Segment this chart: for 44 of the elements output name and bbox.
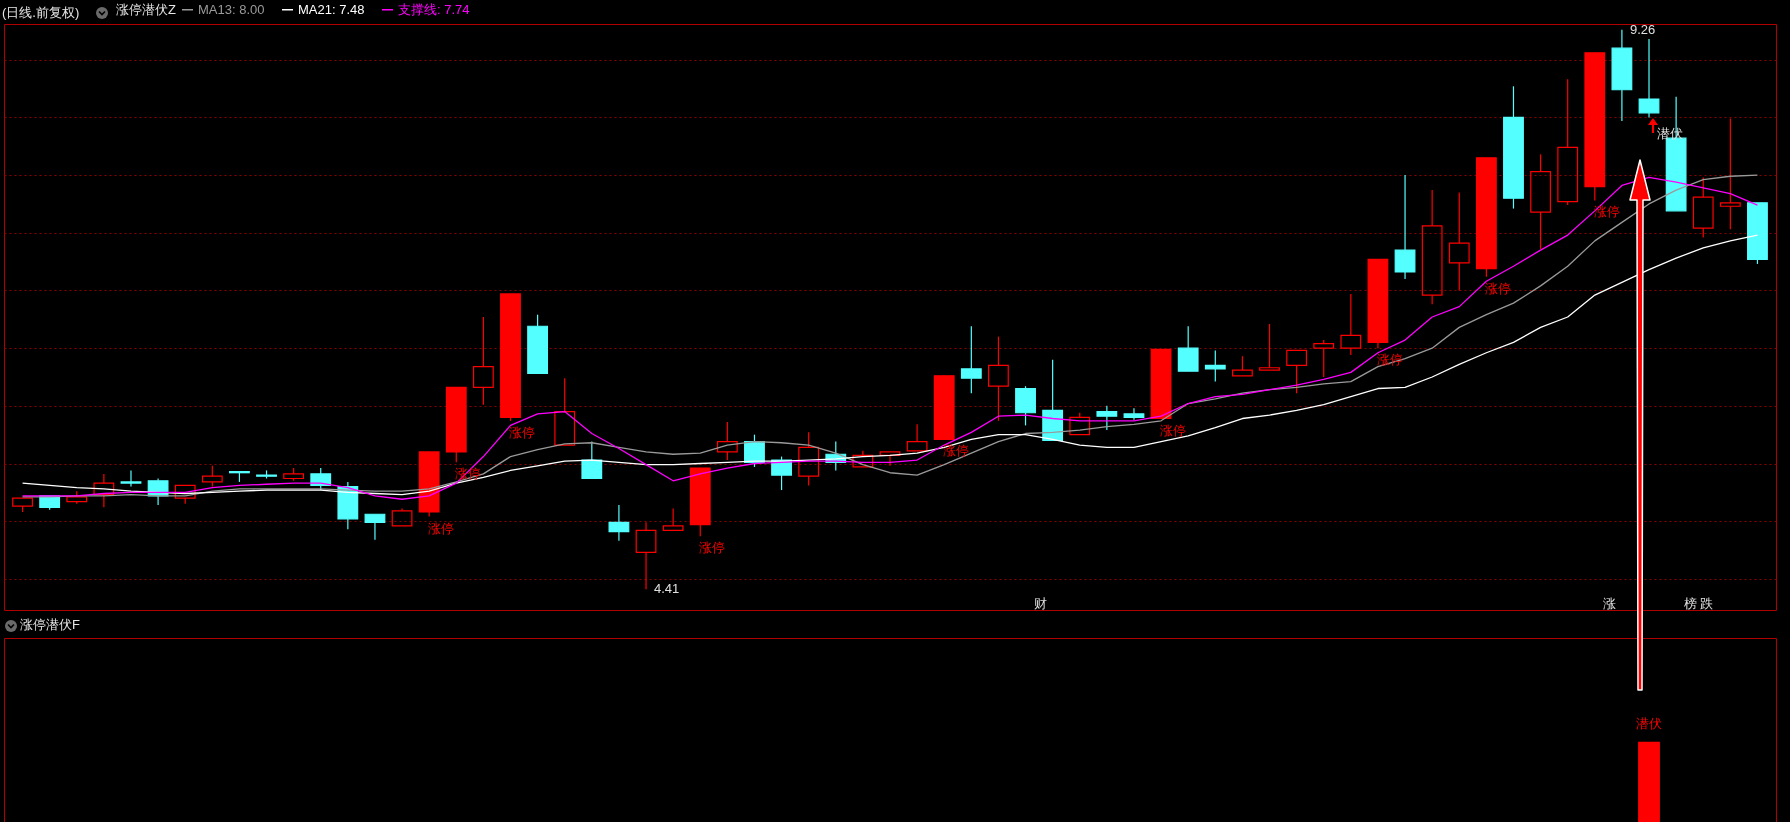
- candlestick: [1259, 323, 1280, 371]
- candlestick: [608, 504, 630, 542]
- candlestick: [933, 375, 955, 440]
- text: 涨停: [1376, 352, 1403, 368]
- annotation: 财: [1033, 596, 1047, 612]
- candlestick: [391, 507, 413, 527]
- candlestick: [93, 473, 115, 508]
- candlestick: [1123, 407, 1145, 421]
- legend-title: 涨停潜伏Z: [116, 2, 176, 17]
- text: 潜伏: [1636, 716, 1663, 732]
- candlestick: [364, 513, 386, 541]
- candlestick: [1394, 174, 1416, 280]
- candlestick: [1177, 325, 1199, 372]
- candlestick: [1638, 38, 1660, 119]
- chart-title: 涨停潜伏F: [20, 617, 80, 632]
- text: 涨停: [699, 540, 726, 556]
- annotation: 涨: [1602, 596, 1616, 612]
- candlestick: [554, 377, 576, 446]
- text: 涨停: [1485, 280, 1512, 296]
- candlestick: [906, 423, 928, 452]
- annotation: 4.41: [654, 581, 680, 597]
- text: 涨停: [943, 443, 970, 459]
- candlestick: [1367, 258, 1389, 349]
- candlestick: [1448, 191, 1470, 292]
- candlestick: [581, 440, 603, 480]
- candlestick: [1719, 117, 1741, 230]
- candlestick: [1150, 348, 1172, 420]
- legend-label: 支撑线: 7.74: [398, 1, 470, 17]
- text: 涨停: [1160, 422, 1187, 438]
- annotation: 9.26: [1629, 21, 1656, 37]
- legend-label: MA21: 7.48: [298, 1, 365, 17]
- legend-label: MA13: 8.00: [198, 1, 265, 17]
- candlestick: [988, 336, 1009, 422]
- annotation: 跌: [1700, 596, 1714, 612]
- candlestick: [120, 469, 142, 488]
- text: 涨停: [428, 520, 455, 536]
- text: 涨停: [509, 424, 536, 440]
- candlestick: [662, 507, 684, 532]
- annotation: 榜: [1684, 596, 1698, 612]
- candlestick: [1096, 405, 1118, 431]
- candlestick: [852, 450, 874, 468]
- chart-title: (日线.前复权): [2, 5, 80, 20]
- candlestick: [1286, 349, 1308, 394]
- text: 涨停: [1593, 204, 1620, 220]
